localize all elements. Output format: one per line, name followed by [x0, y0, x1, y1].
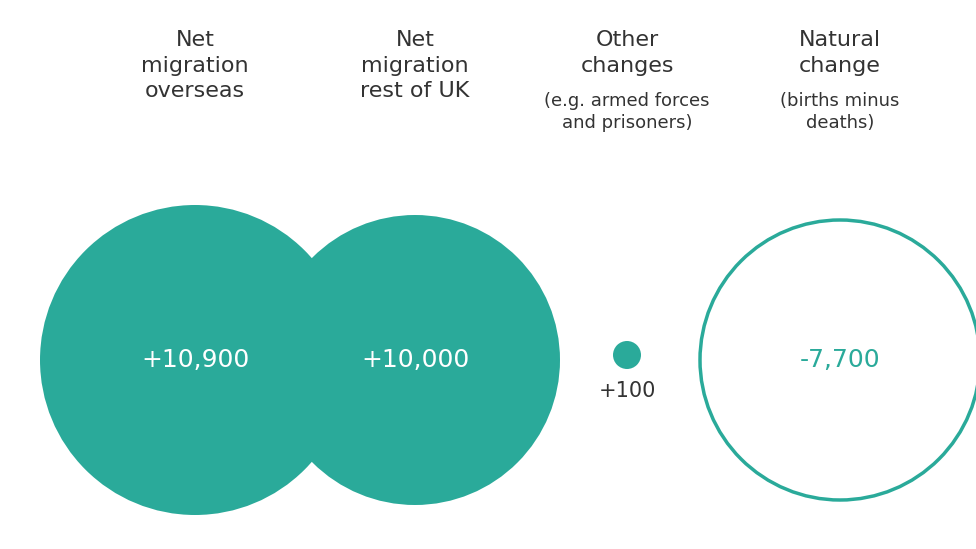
Circle shape — [613, 341, 641, 369]
Text: Net
migration
rest of UK: Net migration rest of UK — [360, 30, 469, 101]
Text: (e.g. armed forces
and prisoners): (e.g. armed forces and prisoners) — [545, 92, 710, 132]
Text: (births minus
deaths): (births minus deaths) — [781, 92, 900, 132]
Text: +10,900: +10,900 — [141, 348, 249, 372]
Circle shape — [700, 220, 976, 500]
Text: +100: +100 — [598, 381, 656, 401]
Circle shape — [40, 205, 350, 515]
Text: -7,700: -7,700 — [799, 348, 880, 372]
Circle shape — [270, 215, 560, 505]
Text: Net
migration
overseas: Net migration overseas — [142, 30, 249, 101]
Text: Natural
change: Natural change — [799, 30, 881, 76]
Text: +10,000: +10,000 — [361, 348, 469, 372]
Text: Other
changes: Other changes — [581, 30, 673, 76]
